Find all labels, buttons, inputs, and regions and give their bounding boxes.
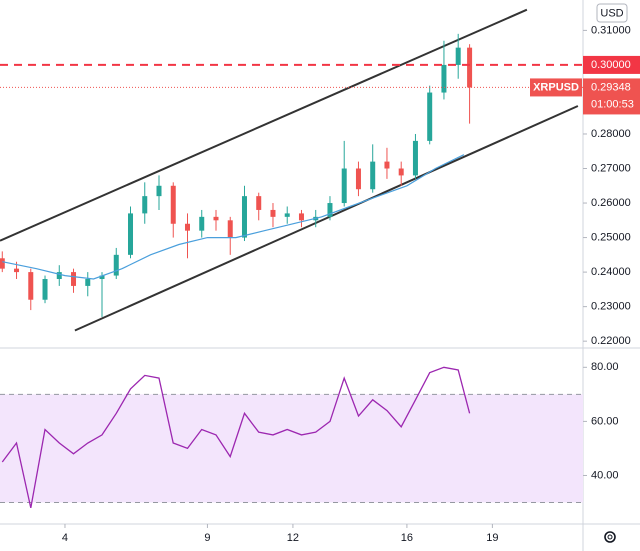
y-tick-label: 0.23000 (591, 301, 631, 313)
candle-body (256, 196, 262, 210)
y-tick-label: 0.28000 (591, 128, 631, 140)
candle-body (427, 92, 433, 141)
candle-body (42, 279, 48, 300)
candle-body (142, 196, 148, 214)
candle-body (213, 216, 219, 221)
y-tick-label: 60.00 (591, 415, 619, 427)
rsi-line (1, 366, 471, 509)
candle-body (128, 213, 134, 255)
candle-body (56, 272, 62, 280)
y-tick-label: 0.24000 (591, 266, 631, 278)
candle-body (467, 47, 473, 88)
candle-body (99, 275, 105, 280)
channel-line (74, 105, 579, 332)
level-label-box (583, 55, 640, 74)
x-tick-label: 12 (287, 532, 299, 544)
candle-body (327, 203, 333, 217)
gear-hub (607, 534, 613, 540)
y-tick-label: 80.00 (591, 361, 619, 373)
candle-body (28, 272, 34, 300)
candle-body (14, 268, 20, 273)
moving-average (2, 154, 465, 280)
settings-icon[interactable] (604, 531, 616, 543)
candle-body (0, 258, 5, 269)
symbol-label: XRPUSD (533, 81, 579, 93)
candle-body (85, 279, 91, 286)
y-tick-label: 0.27000 (591, 162, 631, 174)
y-tick-label: 0.25000 (591, 231, 631, 243)
x-tick-label: 16 (401, 532, 413, 544)
y-tick-label: 0.26000 (591, 197, 631, 209)
candle-body (441, 64, 447, 93)
x-tick-label: 9 (204, 532, 210, 544)
symbol-box (530, 78, 582, 97)
candle-body (384, 161, 390, 169)
level-label: 0.30000 (591, 59, 631, 71)
candle-body (455, 47, 461, 65)
candle-body (156, 185, 162, 197)
candle-body (355, 168, 361, 190)
rsi-band (0, 394, 583, 503)
candle-body (184, 223, 190, 231)
countdown-label: 01:00:53 (591, 98, 634, 110)
last-price-box (583, 78, 640, 115)
y-tick-label: 40.00 (591, 469, 619, 481)
x-tick-label: 19 (486, 532, 498, 544)
gear (604, 531, 616, 543)
candle-body (284, 213, 290, 217)
candle-body (341, 168, 347, 204)
candle-body (398, 168, 404, 176)
currency-box[interactable] (596, 3, 628, 23)
candle-body (270, 209, 276, 217)
candle-body (227, 220, 233, 238)
candle-body (113, 254, 119, 276)
last-price-label: 0.29348 (591, 81, 631, 93)
candle-body (298, 213, 304, 221)
candle-body (241, 196, 247, 238)
channel-line (0, 8, 528, 242)
candle-body (170, 185, 176, 224)
y-tick-label: 0.31000 (591, 24, 631, 36)
x-tick-label: 4 (62, 532, 68, 544)
currency: USD (600, 7, 623, 19)
candle-body (199, 216, 205, 231)
y-tick-label: 0.22000 (591, 335, 631, 347)
candle-body (412, 140, 418, 176)
candle-body (370, 161, 376, 190)
candle-body (71, 272, 77, 286)
